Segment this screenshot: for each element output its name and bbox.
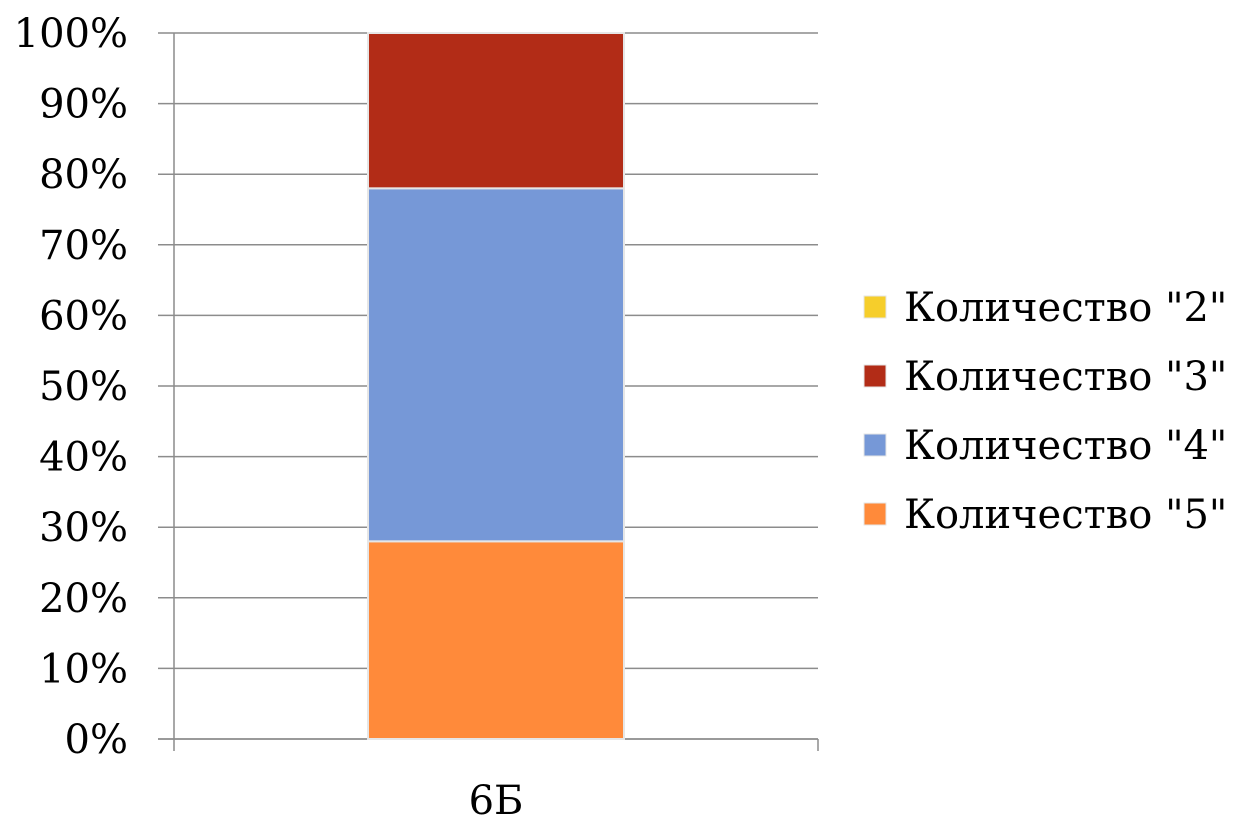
y-tick-label: 0% — [65, 717, 128, 763]
legend-label: Количество "4" — [904, 423, 1227, 469]
y-tick-label: 40% — [39, 435, 128, 481]
y-tick-labels: 0% 10% 20% 30% 40% 50% 60% 70% 80% 90% 100% — [14, 11, 128, 763]
bar-segments — [367, 32, 625, 740]
legend-label: Количество "5" — [904, 492, 1227, 538]
y-tick-label: 30% — [39, 505, 128, 551]
x-tick-labels: 6Б — [469, 778, 524, 824]
legend: Количество "2" Количество "3" Количество "… — [863, 285, 1227, 538]
y-tick-label: 70% — [39, 223, 128, 269]
y-tick-label: 20% — [39, 576, 128, 622]
bar-segment — [367, 32, 625, 190]
legend-swatch — [863, 433, 887, 457]
y-tick-label: 60% — [39, 293, 128, 339]
bar-segment — [367, 540, 625, 740]
y-tick-label: 100% — [14, 11, 128, 57]
x-tick-label: 6Б — [469, 778, 524, 819]
y-tick-label: 80% — [39, 152, 128, 198]
legend-swatch — [863, 502, 887, 526]
bar-segment — [367, 187, 625, 543]
y-tick-label: 90% — [39, 82, 128, 128]
legend-label: Количество "3" — [904, 354, 1227, 400]
legend-swatch — [863, 295, 887, 319]
legend-swatch — [863, 364, 887, 388]
y-tick-label: 50% — [39, 364, 128, 410]
y-tick-label: 10% — [39, 646, 128, 692]
legend-label: Количество "2" — [904, 285, 1227, 331]
